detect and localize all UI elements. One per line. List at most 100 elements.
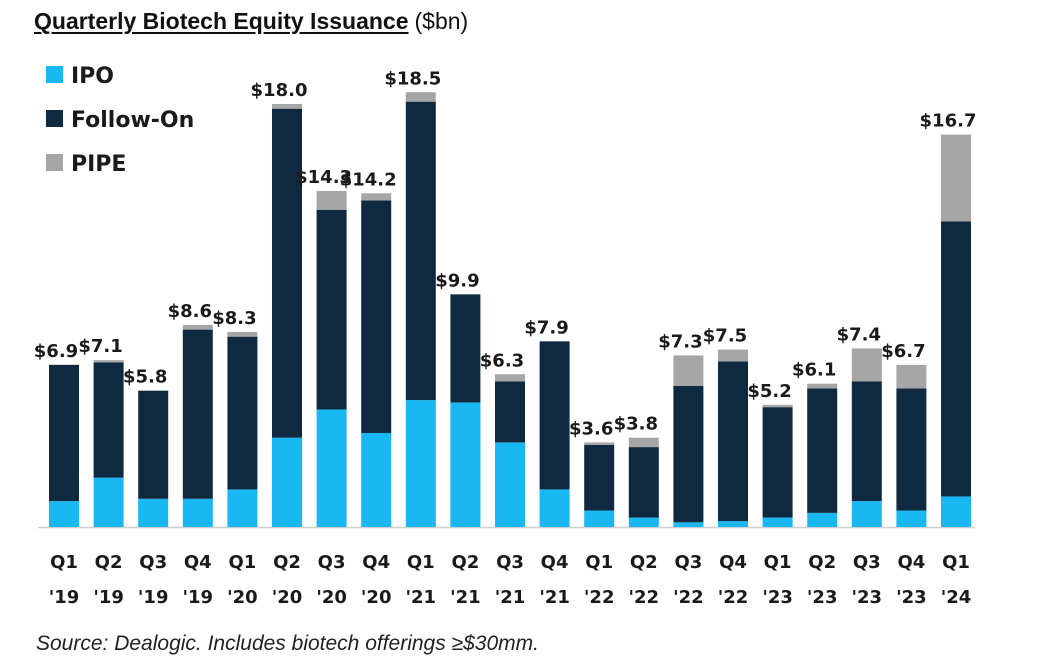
x-tick-quarter-9: Q2 [451,552,479,573]
bar-ipo-19 [896,510,927,527]
bar-followon-17 [807,388,838,513]
x-tick-year-6: '20 [316,587,347,608]
x-tick-year-9: '21 [450,587,481,608]
x-tick-year-18: '23 [852,587,883,608]
total-label-15: $7.5 [703,326,747,347]
x-tick-quarter-19: Q4 [897,552,925,573]
bar-pipe-15 [718,349,748,362]
x-tick-quarter-7: Q4 [362,552,390,573]
x-tick-year-14: '22 [673,587,704,608]
total-label-4: $8.3 [212,308,256,329]
bar-ipo-13 [628,517,659,527]
bar-ipo-8 [405,400,436,527]
bar-pipe-1 [93,360,124,363]
x-tick-year-8: '21 [406,587,437,608]
x-tick-quarter-12: Q1 [585,552,613,573]
bar-pipe-8 [405,92,436,102]
x-tick-quarter-8: Q1 [407,552,435,573]
x-tick-quarter-3: Q4 [184,552,212,573]
bar-followon-16 [762,407,793,518]
x-tick-year-7: '20 [361,587,392,608]
x-tick-year-11: '21 [539,587,570,608]
bar-pipe-14 [673,355,704,386]
chart-title-row: Quarterly Biotech Equity Issuance ($bn) [34,8,468,35]
stacked-bar-chart: $6.9 Q1 '19 $7.1 Q2 '19 $5.8 Q3 '19 $8.6 Q4 '19 $8.3… [34,64,977,608]
source-note: Source: Dealogic. Includes biotech offer… [36,632,539,655]
x-tick-quarter-13: Q2 [630,552,658,573]
bar-pipe-5 [272,104,302,109]
total-label-7: $14.2 [340,169,397,190]
bar-ipo-0 [49,501,79,527]
legend-swatch-pipe [46,154,63,171]
x-tick-quarter-0: Q1 [50,552,78,573]
bar-ipo-6 [316,409,347,527]
total-label-11: $7.9 [524,317,568,338]
bar-followon-7 [361,200,392,433]
bar-followon-18 [851,381,882,502]
x-tick-quarter-11: Q4 [541,552,569,573]
bar-pipe-13 [628,437,659,448]
bar-ipo-14 [673,522,704,527]
total-label-12: $3.6 [569,418,613,439]
total-label-13: $3.8 [614,414,658,435]
chart-title-unit: ($bn) [414,8,469,34]
x-tick-quarter-4: Q1 [228,552,256,573]
bar-followon-10 [495,381,525,443]
total-label-19: $6.7 [881,341,925,362]
total-label-18: $7.4 [837,324,881,345]
total-label-10: $6.3 [480,350,524,371]
x-tick-year-10: '21 [495,587,526,608]
bar-pipe-7 [361,193,392,201]
x-tick-quarter-18: Q3 [853,552,881,573]
bar-followon-9 [450,294,481,403]
x-tick-year-13: '22 [629,587,660,608]
total-label-9: $9.9 [435,270,479,291]
total-label-16: $5.2 [747,381,791,402]
bar-pipe-19 [896,364,927,389]
legend-label-ipo: IPO [71,64,114,89]
bar-followon-1 [93,362,124,478]
bar-ipo-15 [718,521,748,527]
bar-followon-12 [584,444,615,511]
bar-ipo-18 [851,501,882,527]
bar-followon-4 [227,336,258,490]
bar-ipo-16 [762,517,793,527]
bar-followon-3 [182,329,213,499]
x-tick-year-17: '23 [807,587,838,608]
x-tick-quarter-17: Q2 [808,552,836,573]
total-label-2: $5.8 [123,367,167,388]
legend-swatch-ipo [46,66,63,83]
legend-label-pipe: PIPE [71,152,126,177]
x-tick-quarter-14: Q3 [674,552,702,573]
bar-followon-20 [941,221,971,497]
bar-ipo-20 [941,496,971,527]
x-tick-quarter-5: Q2 [273,552,301,573]
bar-ipo-10 [495,442,525,527]
bar-followon-15 [718,361,748,522]
total-label-1: $7.1 [78,336,122,357]
bar-ipo-7 [361,433,392,527]
bar-followon-14 [673,386,704,523]
bar-ipo-2 [138,498,169,527]
bar-pipe-4 [227,331,258,337]
bar-followon-19 [896,388,927,511]
bar-pipe-10 [495,374,525,382]
x-tick-year-2: '19 [138,587,169,608]
total-label-5: $18.0 [251,80,308,101]
total-label-14: $7.3 [658,331,702,352]
bar-followon-8 [405,101,436,401]
x-tick-quarter-10: Q3 [496,552,524,573]
x-tick-year-15: '22 [718,587,749,608]
bar-followon-11 [539,341,570,490]
x-tick-year-1: '19 [93,587,124,608]
x-tick-year-4: '20 [227,587,258,608]
x-tick-year-20: '24 [941,587,972,608]
bar-followon-6 [316,209,347,410]
bar-pipe-3 [182,324,213,330]
bar-followon-0 [49,364,79,502]
legend-swatch-followon [46,110,63,127]
bar-pipe-12 [584,442,615,445]
bar-pipe-20 [941,134,971,222]
x-tick-quarter-16: Q1 [764,552,792,573]
bar-followon-5 [272,108,302,438]
